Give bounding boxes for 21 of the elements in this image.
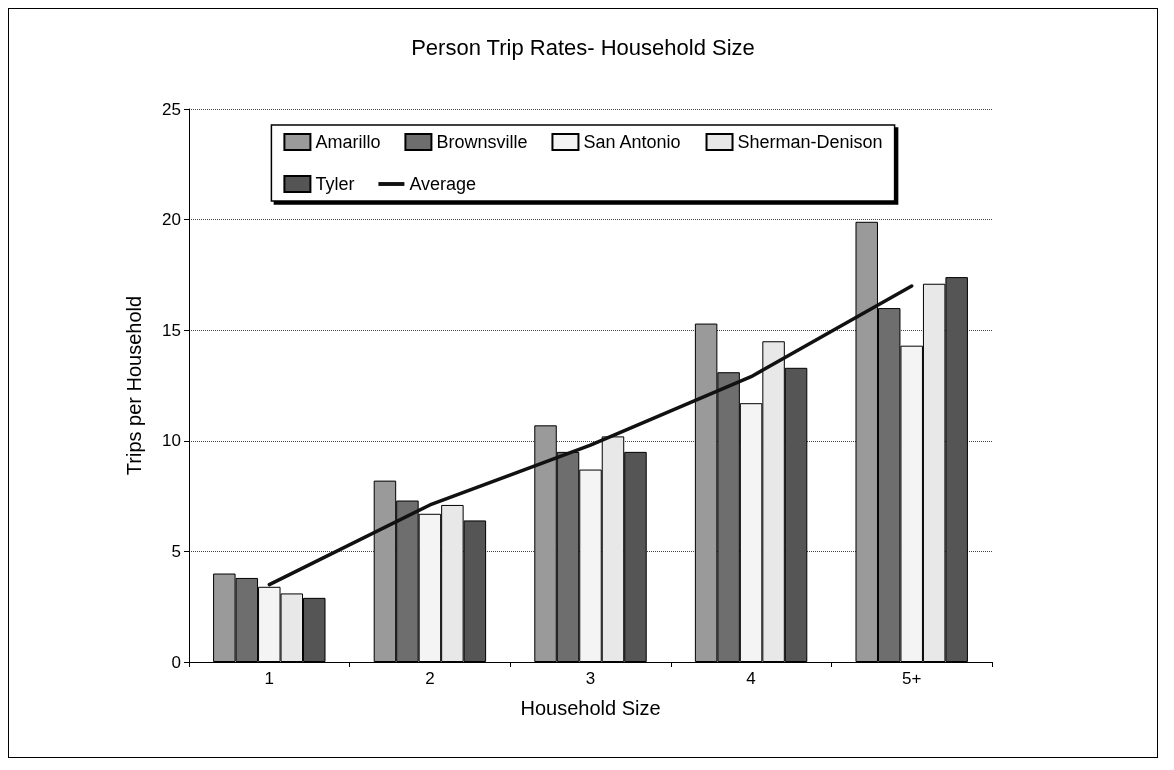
legend-label: Tyler <box>315 174 355 194</box>
chart-title: Person Trip Rates- Household Size <box>411 34 755 60</box>
legend-label: Brownsville <box>436 132 528 152</box>
legend-label: Amarillo <box>315 132 381 152</box>
y-tick-label: 25 <box>162 99 181 119</box>
legend-label: Average <box>409 174 477 194</box>
x-tick-label: 3 <box>585 669 596 688</box>
line-series <box>267 284 914 587</box>
legend-label: San Antonio <box>583 132 681 152</box>
legend-label: Sherman-Denison <box>737 132 883 152</box>
y-tick-label: 15 <box>162 320 181 340</box>
x-tick-label: 1 <box>264 669 275 688</box>
y-tick-label: 10 <box>162 431 181 451</box>
x-tick-label: 4 <box>746 669 756 688</box>
x-tick-label: 5+ <box>902 669 922 688</box>
x-axis-title: Household Size <box>520 697 661 719</box>
y-tick-label: 5 <box>171 541 181 561</box>
y-axis-title: Trips per Household <box>123 295 145 476</box>
y-tick-label: 0 <box>171 652 181 672</box>
x-tick-label: 2 <box>425 669 435 688</box>
y-tick-label: 20 <box>162 210 181 230</box>
